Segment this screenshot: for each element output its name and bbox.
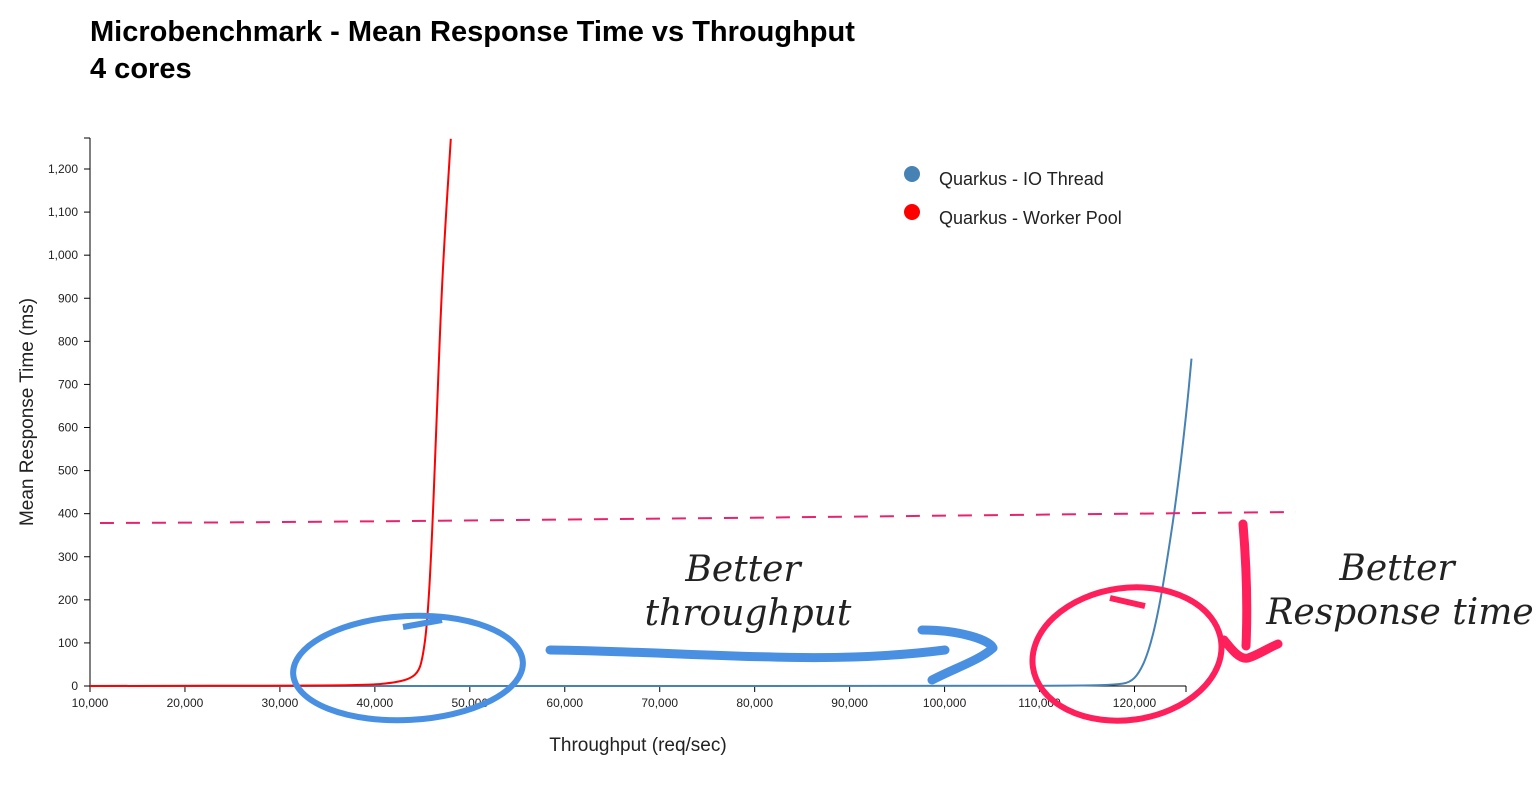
x-tick-label: 100,000 bbox=[923, 696, 967, 710]
x-tick-label: 90,000 bbox=[831, 696, 868, 710]
chart-subtitle: 4 cores bbox=[90, 53, 192, 85]
reference-dashed-line bbox=[99, 511, 1297, 524]
y-ticks: 0 100 200 300 400 500 600 700 800 900 1,000 1,100 1,… bbox=[48, 137, 90, 693]
response-arrow-annotation bbox=[1219, 519, 1283, 663]
y-tick-label: 100 bbox=[58, 636, 78, 650]
throughput-circle-tick bbox=[402, 617, 443, 630]
y-tick-label: 800 bbox=[58, 334, 78, 348]
y-tick-label: 500 bbox=[58, 464, 78, 478]
x-tick-label: 20,000 bbox=[167, 696, 204, 710]
x-tick-label: 40,000 bbox=[357, 696, 394, 710]
annotation-throughput-line2: throughput bbox=[645, 593, 852, 634]
x-ticks: 10,000 20,000 30,000 40,000 50,000 60,000 70,0… bbox=[72, 686, 1187, 710]
y-tick-label: 1,000 bbox=[48, 248, 78, 262]
y-tick-label: 200 bbox=[58, 593, 78, 607]
x-tick-label: 80,000 bbox=[736, 696, 773, 710]
x-axis-label: Throughput (req/sec) bbox=[549, 735, 726, 756]
legend-label-io-thread: Quarkus - IO Thread bbox=[939, 169, 1104, 189]
y-tick-label: 0 bbox=[71, 679, 78, 693]
response-circle-tick bbox=[1109, 595, 1146, 609]
x-tick-label: 60,000 bbox=[546, 696, 583, 710]
legend-label-worker-pool: Quarkus - Worker Pool bbox=[939, 208, 1122, 228]
y-axis-label: Mean Response Time (ms) bbox=[17, 298, 38, 526]
x-tick-label: 70,000 bbox=[641, 696, 678, 710]
y-tick-label: 700 bbox=[58, 377, 78, 391]
legend-marker-io-thread bbox=[904, 166, 920, 182]
chart-title: Microbenchmark - Mean Response Time vs T… bbox=[90, 16, 855, 48]
series-line-worker-pool bbox=[89, 138, 452, 687]
y-tick-label: 400 bbox=[58, 507, 78, 521]
y-tick-label: 900 bbox=[58, 291, 78, 305]
y-tick-label: 600 bbox=[58, 421, 78, 435]
x-tick-label: 120,000 bbox=[1113, 696, 1157, 710]
series-line-io-thread bbox=[90, 358, 1193, 688]
throughput-arrow-annotation bbox=[545, 625, 998, 685]
x-tick-label: 30,000 bbox=[262, 696, 299, 710]
y-tick-label: 300 bbox=[58, 550, 78, 564]
annotation-throughput-line1: Better bbox=[684, 549, 802, 590]
series-group bbox=[89, 138, 1193, 688]
y-tick-label: 1,100 bbox=[48, 205, 78, 219]
legend: Quarkus - IO Thread Quarkus - Worker Poo… bbox=[904, 166, 1122, 228]
y-tick-label: 1,200 bbox=[48, 162, 78, 176]
annotation-response-line2: Response time bbox=[1265, 592, 1533, 633]
x-tick-label: 10,000 bbox=[72, 696, 109, 710]
annotation-response-line1: Better bbox=[1338, 548, 1456, 589]
throughput-circle-annotation bbox=[290, 612, 526, 724]
legend-marker-worker-pool bbox=[904, 204, 920, 220]
